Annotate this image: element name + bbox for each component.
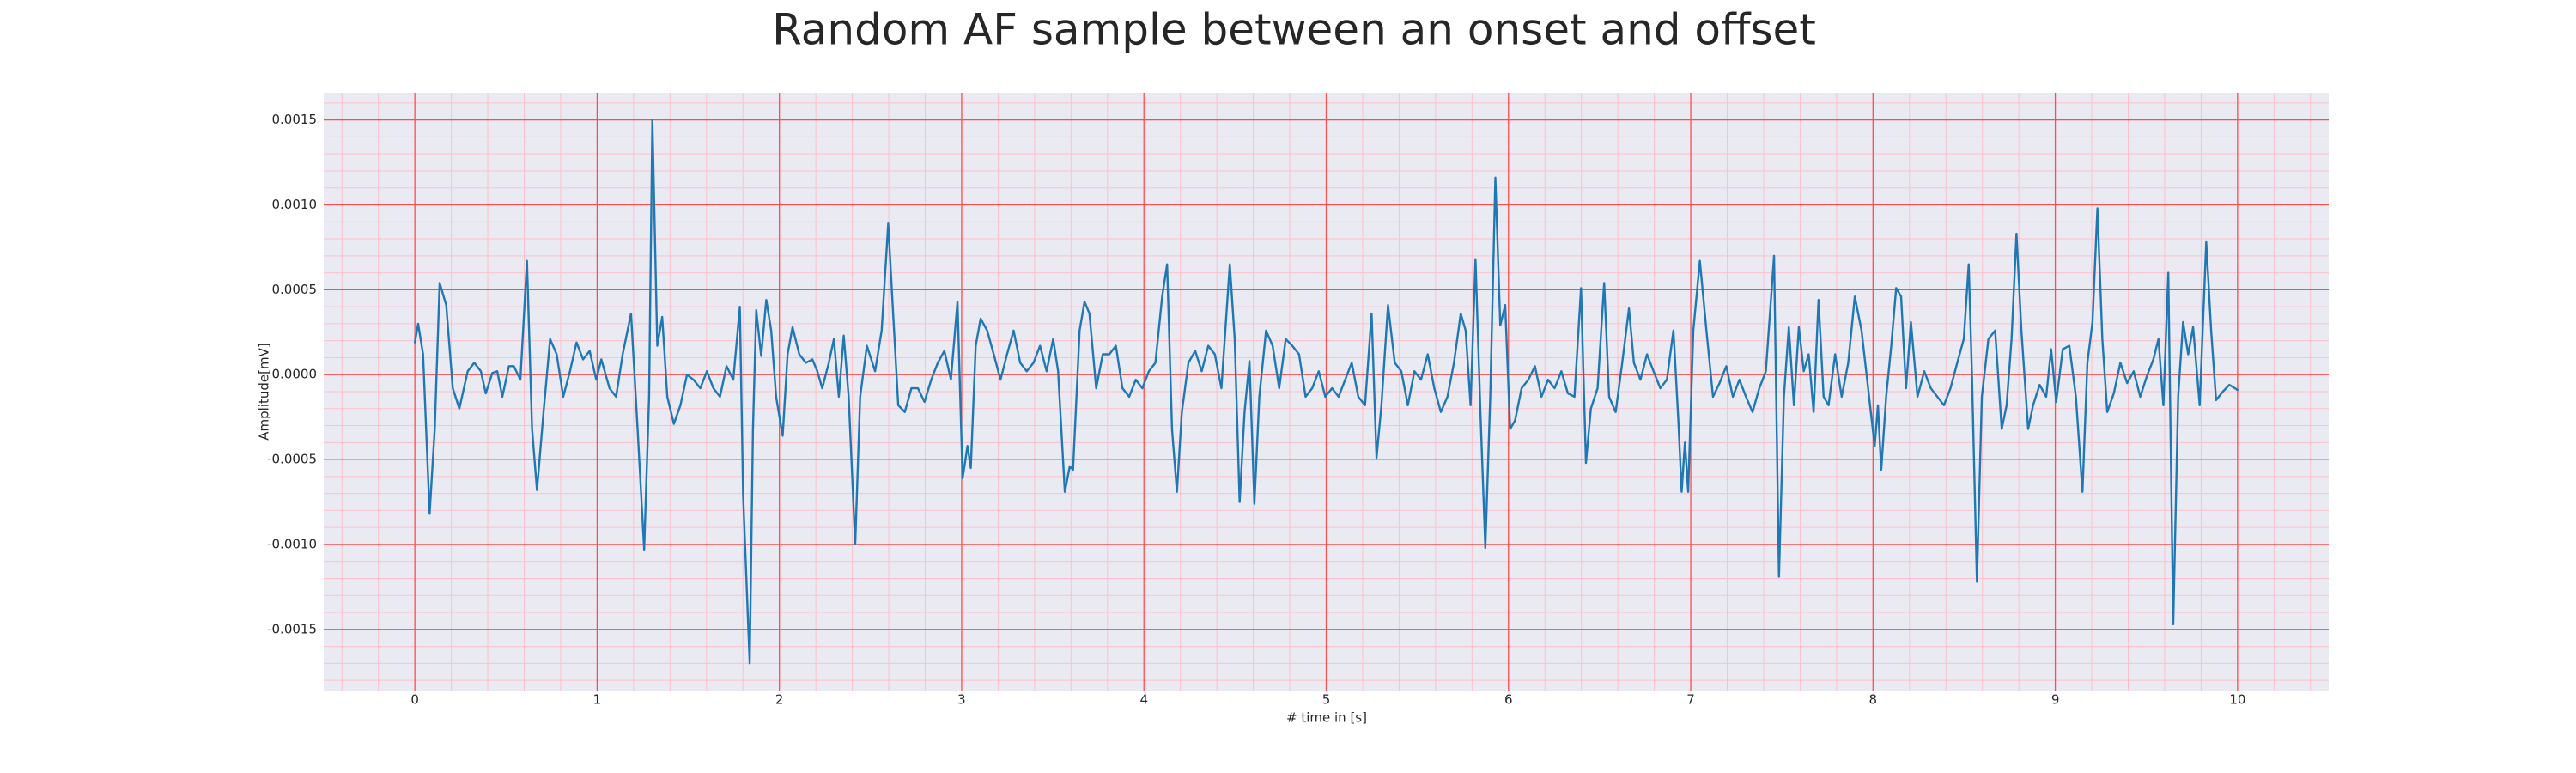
- x-tick-label: 6: [1504, 692, 1513, 708]
- y-tick-label: 0.0005: [272, 282, 318, 297]
- y-tick-label: 0.0015: [272, 112, 318, 127]
- y-tick-label: -0.0010: [267, 536, 317, 551]
- x-tick-label: 1: [593, 692, 602, 708]
- x-tick-label: 9: [2051, 692, 2060, 708]
- x-tick-label: 8: [1869, 692, 1878, 708]
- x-tick-label: 5: [1322, 692, 1331, 708]
- y-tick-label: -0.0015: [267, 621, 317, 636]
- x-tick-label: 0: [410, 692, 419, 708]
- signal-line: [413, 119, 2239, 665]
- y-axis-label: Amplitude[mV]: [257, 343, 272, 440]
- x-tick-label: 3: [957, 692, 966, 708]
- x-axis-label: # time in [s]: [1286, 710, 1367, 726]
- x-tick-label: 7: [1686, 692, 1695, 708]
- chart-title: Random AF sample between an onset and of…: [772, 5, 1816, 55]
- x-tick-label: 10: [2229, 692, 2245, 708]
- x-tick-label: 4: [1139, 692, 1148, 708]
- y-tick-label: 0.0010: [272, 197, 318, 212]
- y-tick-label: 0.0000: [272, 367, 318, 382]
- y-tick-label: -0.0005: [267, 452, 317, 467]
- x-tick-label: 2: [775, 692, 784, 708]
